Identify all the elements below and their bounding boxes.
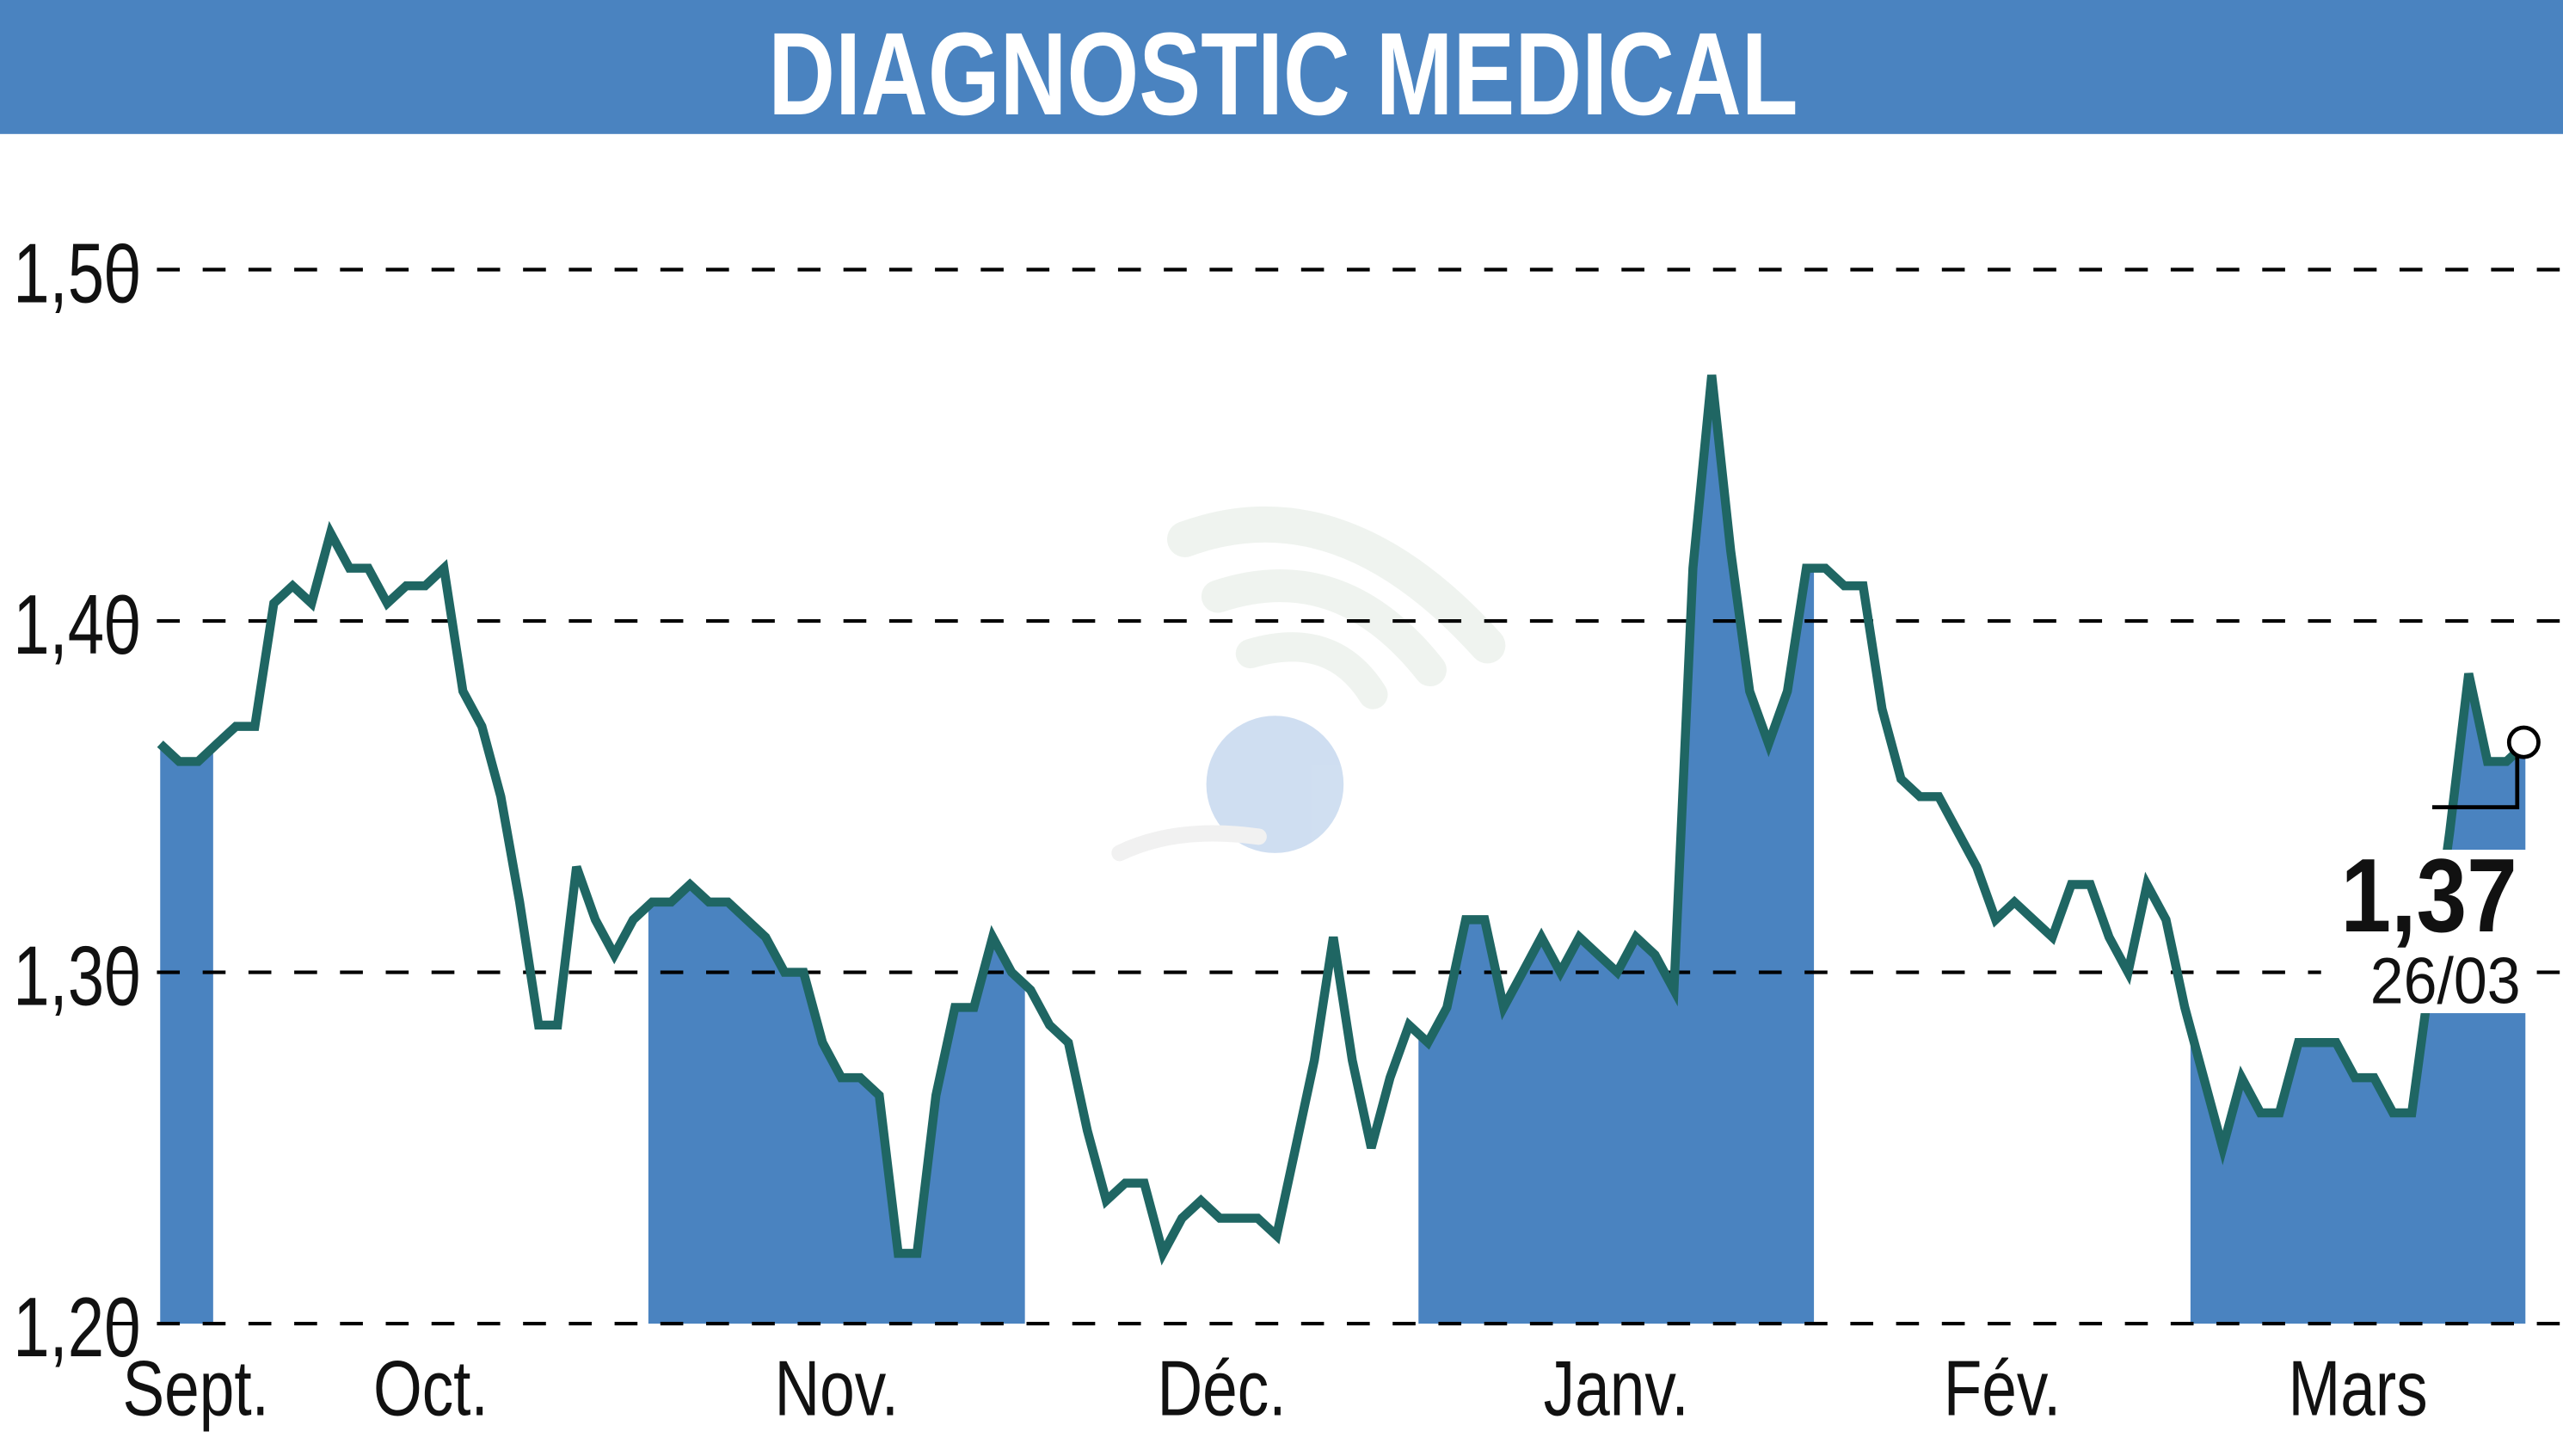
y-tick-label: 1,50 <box>13 226 140 321</box>
leader-line <box>2431 744 2520 810</box>
month-bands <box>160 375 2526 1324</box>
x-tick-label: Janv. <box>1544 1344 1689 1433</box>
price-line <box>157 374 2529 1266</box>
y-tick-label: 1,40 <box>13 577 140 672</box>
x-tick-label: Fév. <box>1944 1344 2061 1433</box>
watermark-logo <box>1111 507 1506 862</box>
x-tick-label: Déc. <box>1157 1344 1286 1433</box>
last-point-circle <box>2506 725 2541 759</box>
x-tick-label: Oct. <box>373 1344 489 1433</box>
month-band-6 <box>2190 673 2526 1324</box>
title-bar <box>0 0 2563 134</box>
last-date-label: 26/03 <box>2370 945 2521 1018</box>
month-band-4 <box>1418 375 1815 1324</box>
label-background <box>2320 850 2534 1014</box>
month-band-2 <box>648 884 1025 1324</box>
last-value-label: 1,37 <box>2341 837 2517 954</box>
x-axis-month-labels: Sept. Oct. Nov. Déc. Janv. Fév. Mars <box>123 1344 2428 1433</box>
month-band-0 <box>160 744 213 1324</box>
x-tick-label: Mars <box>2289 1344 2428 1433</box>
y-tick-label: 1,30 <box>13 929 140 1023</box>
chart-title: DIAGNOSTIC MEDICAL <box>768 8 1798 139</box>
y-axis-ticks: 1,20 1,30 1,40 1,50 <box>13 226 140 1375</box>
x-tick-label: Sept. <box>123 1344 269 1433</box>
y-tick-label: 1,20 <box>13 1280 140 1374</box>
x-tick-label: Nov. <box>774 1344 899 1433</box>
